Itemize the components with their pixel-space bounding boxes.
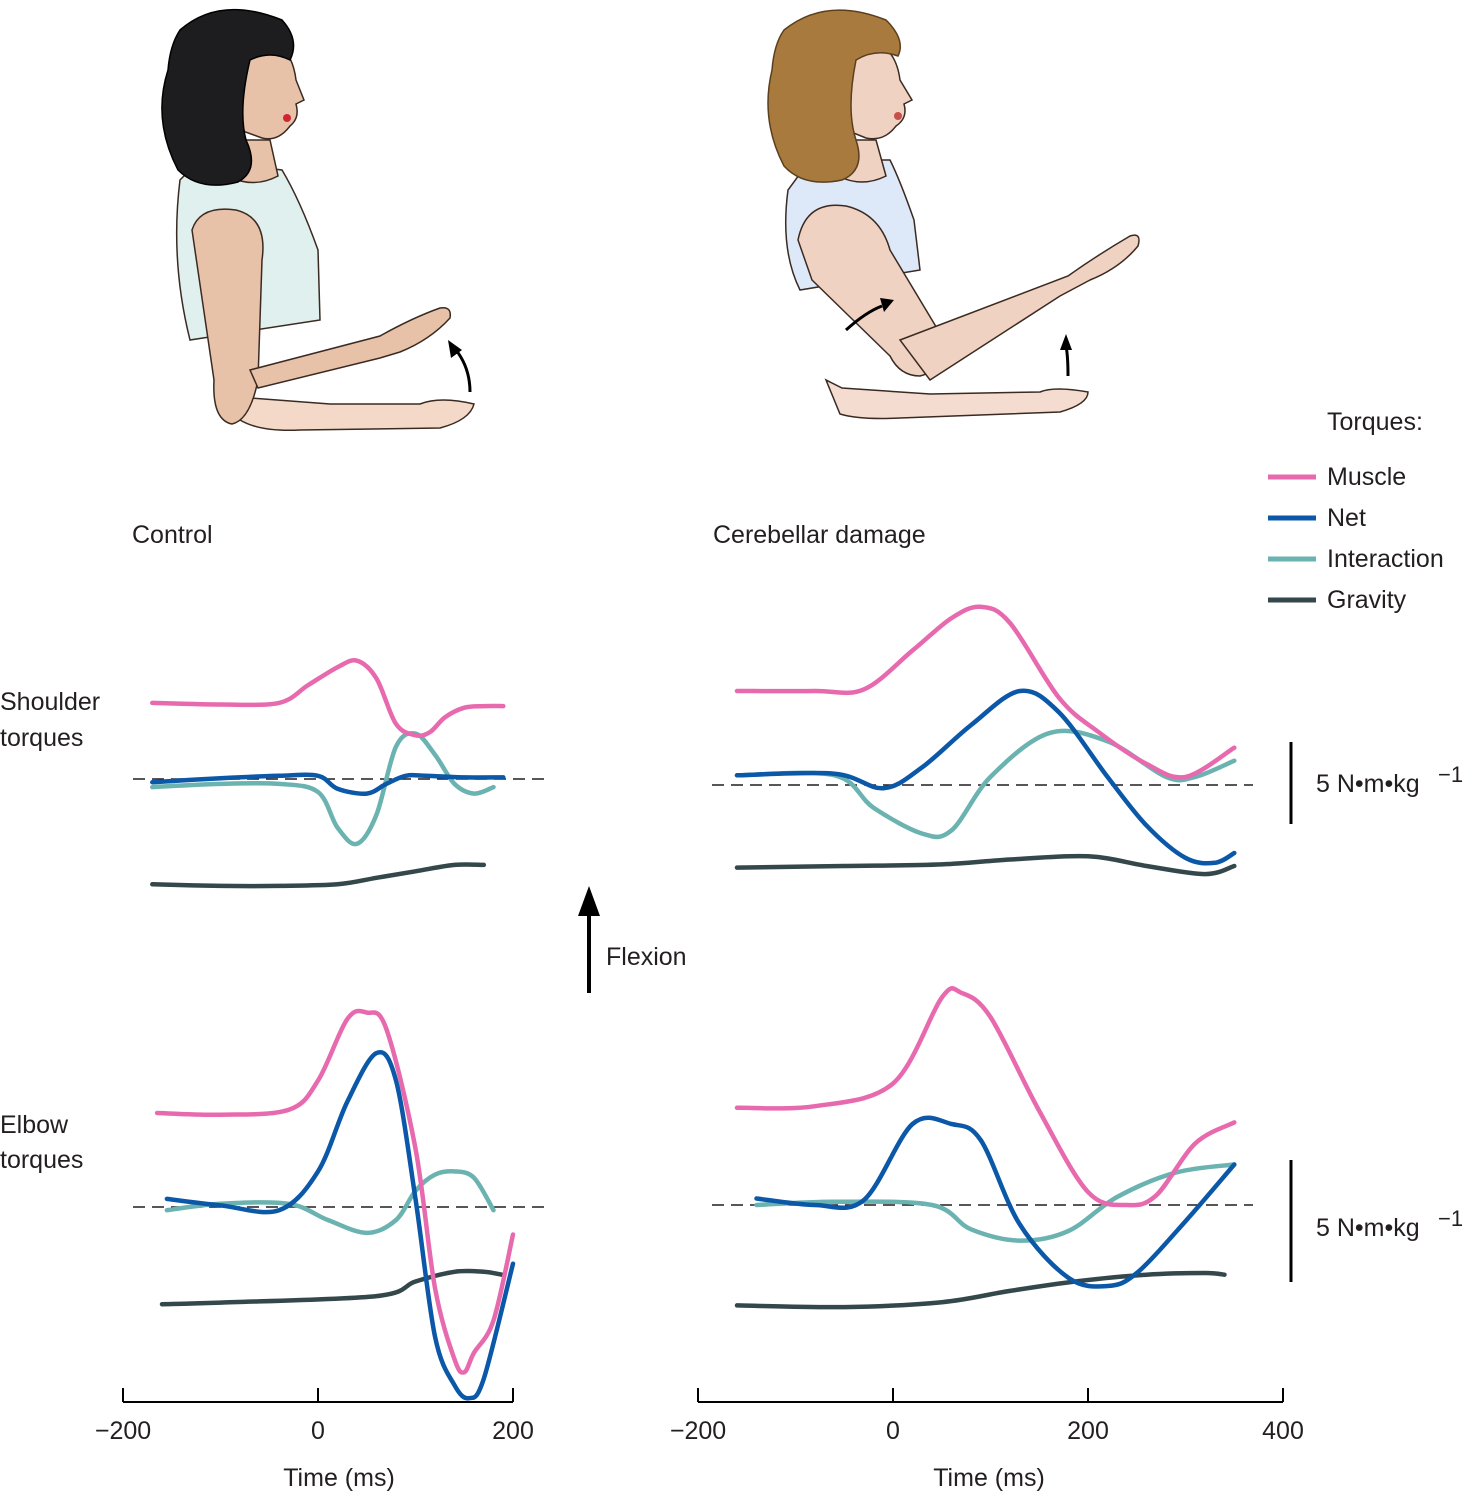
legend-item-muscle: Muscle — [1268, 463, 1406, 491]
interaction-series-line — [150, 730, 496, 847]
net-series-line — [150, 772, 506, 796]
control-shoulder-chart — [133, 658, 550, 889]
interaction-series-line — [164, 1168, 496, 1236]
muscle-series-line — [734, 604, 1237, 780]
legend-label-muscle: Muscle — [1327, 463, 1406, 491]
cerebellar-x-axis: Time (ms) −200 0 200 400 — [670, 1388, 1304, 1492]
x-tick-label: 200 — [1067, 1417, 1109, 1445]
shoulder-row-label-line1: Shoulder — [0, 688, 100, 716]
legend: Torques: Muscle Net Interaction Gravity — [1268, 408, 1444, 614]
cerebellar-person-illustration — [767, 9, 1140, 420]
legend-label-gravity: Gravity — [1327, 586, 1407, 614]
legend-label-interaction: Interaction — [1327, 545, 1444, 573]
scale-bar-elbow: 5 N•m•kg −1 — [1289, 1160, 1463, 1282]
muscle-series-line — [734, 986, 1237, 1208]
interaction-series-line — [754, 1162, 1237, 1243]
cerebellar-x-axis-label: Time (ms) — [933, 1464, 1045, 1492]
x-tick-label: 0 — [886, 1417, 900, 1445]
gravity-series-line — [150, 862, 487, 889]
flexion-indicator: Flexion — [578, 886, 687, 993]
gravity-series-line — [734, 853, 1237, 877]
interaction-series-line — [734, 728, 1237, 840]
scale-bar-shoulder: 5 N•m•kg −1 — [1289, 742, 1463, 824]
cerebellar-elbow-chart — [712, 986, 1253, 1310]
gravity-series-line — [159, 1268, 506, 1307]
cerebellar-title: Cerebellar damage — [713, 521, 926, 549]
elbow-row-label-line1: Elbow — [0, 1111, 69, 1139]
shoulder-row-label-line2: torques — [0, 724, 83, 752]
x-tick-label: 400 — [1262, 1417, 1304, 1445]
x-tick-label: −200 — [670, 1417, 726, 1445]
control-title: Control — [132, 521, 213, 549]
control-person-illustration — [161, 8, 475, 432]
x-tick-label: 200 — [492, 1417, 534, 1445]
scale-bar-elbow-label: 5 N•m•kg — [1316, 1214, 1420, 1242]
scale-bar-elbow-exponent: −1 — [1438, 1206, 1463, 1231]
legend-label-net: Net — [1327, 504, 1366, 532]
flexion-label: Flexion — [606, 943, 687, 971]
scale-bar-shoulder-exponent: −1 — [1438, 762, 1463, 787]
x-tick-label: −200 — [95, 1417, 151, 1445]
legend-item-gravity: Gravity — [1268, 586, 1407, 614]
control-x-axis: Time (ms) −200 0 200 — [95, 1388, 534, 1492]
muscle-series-line — [154, 1008, 516, 1375]
scale-bar-shoulder-label: 5 N•m•kg — [1316, 770, 1420, 798]
net-series-line — [734, 688, 1237, 866]
legend-item-interaction: Interaction — [1268, 545, 1444, 573]
legend-item-net: Net — [1268, 504, 1366, 532]
net-series-line — [164, 1050, 516, 1401]
control-elbow-chart — [133, 1008, 550, 1401]
cerebellar-shoulder-chart — [712, 604, 1253, 877]
net-series-line — [754, 1115, 1237, 1289]
muscle-series-line — [150, 658, 506, 739]
x-tick-label: 0 — [311, 1417, 325, 1445]
gravity-series-line — [734, 1270, 1227, 1310]
elbow-row-label-line2: torques — [0, 1146, 83, 1174]
legend-title: Torques: — [1327, 408, 1423, 436]
flexion-arrowhead — [578, 886, 600, 916]
control-x-axis-label: Time (ms) — [283, 1464, 395, 1492]
